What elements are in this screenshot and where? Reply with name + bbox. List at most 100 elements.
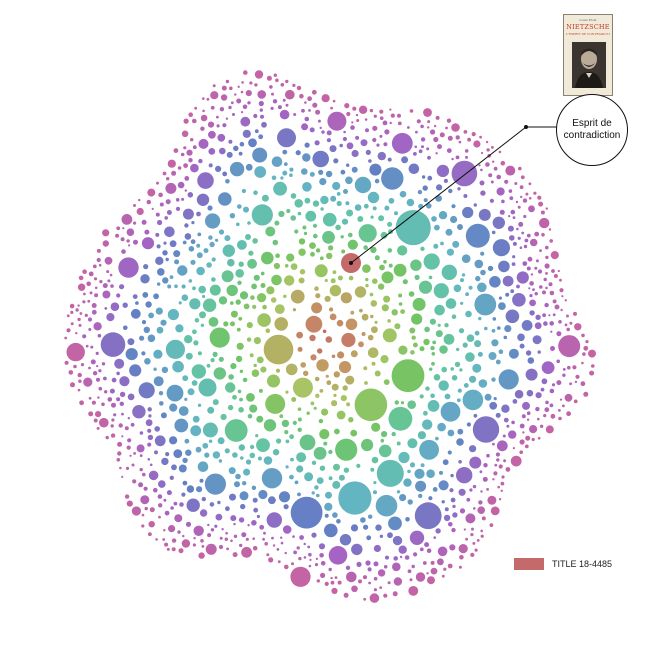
bubble[interactable] — [225, 506, 230, 512]
bubble[interactable] — [321, 130, 325, 134]
bubble[interactable] — [383, 260, 387, 264]
bubble[interactable] — [355, 113, 359, 117]
bubble[interactable] — [191, 364, 206, 379]
bubble[interactable] — [348, 417, 354, 423]
bubble[interactable] — [66, 314, 70, 318]
bubble[interactable] — [127, 417, 130, 420]
bubble[interactable] — [521, 414, 526, 419]
bubble[interactable] — [330, 278, 336, 284]
bubble[interactable] — [346, 402, 351, 407]
bubble[interactable] — [157, 282, 161, 286]
bubble[interactable] — [252, 537, 255, 540]
bubble[interactable] — [369, 292, 374, 297]
bubble[interactable] — [452, 504, 456, 509]
bubble[interactable] — [174, 259, 180, 265]
bubble[interactable] — [351, 149, 359, 158]
bubble[interactable] — [277, 128, 296, 148]
bubble[interactable] — [413, 552, 418, 557]
bubble[interactable] — [329, 307, 334, 312]
bubble[interactable] — [139, 431, 144, 435]
bubble[interactable] — [498, 302, 506, 310]
bubble[interactable] — [382, 120, 388, 126]
bubble[interactable] — [492, 442, 495, 446]
bubble[interactable] — [291, 397, 297, 402]
bubble[interactable] — [315, 109, 321, 115]
bubble[interactable] — [95, 351, 99, 355]
bubble[interactable] — [462, 206, 474, 219]
bubble[interactable] — [574, 323, 582, 331]
bubble[interactable] — [466, 497, 471, 502]
bubble[interactable] — [532, 335, 542, 345]
bubble[interactable] — [450, 367, 455, 371]
bubble[interactable] — [78, 275, 84, 281]
bubble[interactable] — [498, 498, 502, 501]
bubble[interactable] — [304, 142, 310, 148]
bubble[interactable] — [260, 366, 267, 373]
bubble[interactable] — [474, 293, 497, 316]
bubble[interactable] — [470, 552, 475, 558]
bubble[interactable] — [237, 85, 240, 89]
bubble[interactable] — [97, 333, 102, 338]
bubble[interactable] — [528, 197, 532, 200]
bubble[interactable] — [492, 160, 495, 163]
bubble[interactable] — [371, 422, 381, 432]
bubble[interactable] — [168, 525, 176, 533]
bubble[interactable] — [475, 275, 481, 282]
bubble[interactable] — [285, 89, 295, 100]
bubble[interactable] — [377, 569, 386, 577]
bubble[interactable] — [394, 323, 401, 330]
bubble[interactable] — [283, 162, 288, 167]
bubble[interactable] — [372, 125, 378, 131]
bubble[interactable] — [126, 228, 135, 236]
bubble[interactable] — [432, 340, 437, 345]
bubble[interactable] — [558, 416, 562, 421]
bubble[interactable] — [411, 335, 416, 340]
bubble[interactable] — [473, 140, 481, 148]
bubble[interactable] — [489, 276, 501, 288]
bubble[interactable] — [325, 170, 333, 178]
bubble[interactable] — [421, 175, 426, 179]
bubble[interactable] — [369, 108, 374, 113]
bubble[interactable] — [442, 459, 449, 466]
bubble[interactable] — [371, 326, 378, 334]
bubble[interactable] — [450, 497, 456, 503]
bubble[interactable] — [318, 418, 324, 424]
bubble[interactable] — [184, 438, 190, 444]
bubble[interactable] — [218, 192, 232, 206]
bubble[interactable] — [280, 536, 283, 539]
bubble[interactable] — [539, 217, 550, 229]
bubble[interactable] — [272, 99, 278, 104]
bubble[interactable] — [200, 323, 205, 327]
bubble[interactable] — [191, 221, 195, 225]
bubble[interactable] — [469, 488, 473, 492]
bubble[interactable] — [215, 513, 223, 521]
bubble[interactable] — [159, 401, 164, 406]
bubble[interactable] — [437, 546, 448, 557]
bubble[interactable] — [438, 211, 448, 220]
bubble[interactable] — [121, 435, 124, 438]
bubble[interactable] — [369, 163, 382, 176]
bubble[interactable] — [156, 181, 159, 185]
bubble[interactable] — [315, 293, 321, 299]
bubble[interactable] — [497, 485, 501, 489]
bubble[interactable] — [167, 309, 179, 321]
bubble[interactable] — [333, 371, 340, 378]
bubble[interactable] — [230, 363, 237, 370]
bubble[interactable] — [139, 467, 143, 472]
bubble[interactable] — [204, 473, 226, 495]
bubble[interactable] — [504, 325, 512, 333]
bubble[interactable] — [431, 361, 435, 366]
bubble[interactable] — [281, 419, 290, 428]
bubble[interactable] — [472, 541, 476, 545]
bubble[interactable] — [444, 323, 449, 328]
bubble[interactable] — [481, 516, 486, 521]
bubble[interactable] — [182, 208, 194, 220]
bubble[interactable] — [286, 253, 295, 262]
bubble[interactable] — [174, 514, 183, 523]
bubble[interactable] — [146, 199, 151, 205]
bubble[interactable] — [564, 393, 573, 402]
bubble[interactable] — [447, 563, 453, 569]
bubble[interactable] — [296, 85, 302, 91]
bubble[interactable] — [166, 384, 184, 402]
bubble[interactable] — [278, 491, 291, 503]
